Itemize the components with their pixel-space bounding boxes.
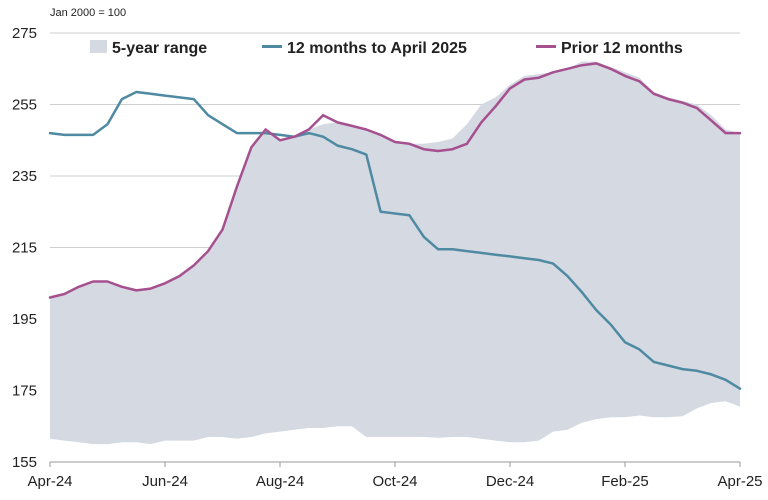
x-tick-label: Apr-25	[717, 473, 762, 490]
legend-label-range: 5-year range	[112, 40, 207, 57]
x-tick-label: Oct-24	[372, 473, 417, 490]
series-layer	[48, 62, 742, 390]
legend-label-series-1: 12 months to April 2025	[287, 40, 467, 57]
axes: 275 255 235 215 195 175 155 Apr-24 Jun-24 Aug-24 O…	[12, 25, 763, 490]
y-tick-label: 235	[12, 168, 37, 185]
legend-swatch-range	[90, 40, 107, 53]
y-tick-label: 215	[12, 240, 37, 257]
x-tick-label: Apr-24	[27, 473, 72, 490]
y-tick-label: 175	[12, 383, 37, 400]
units-note: Jan 2000 = 100	[50, 7, 126, 19]
legend: 5-year range 12 months to April 2025 Pri…	[90, 40, 683, 57]
y-tick-label: 275	[12, 25, 37, 42]
x-tick-label: Dec-24	[486, 473, 534, 490]
x-tick-label: Aug-24	[256, 473, 304, 490]
y-tick-label: 155	[12, 454, 37, 471]
x-tick-label: Jun-24	[142, 473, 188, 490]
series-prior-12-months	[48, 62, 742, 299]
y-tick-label: 255	[12, 97, 37, 114]
x-tick-label: Feb-25	[601, 473, 649, 490]
series-12-months-to-april-2025	[48, 90, 742, 390]
range-area-layer	[50, 61, 740, 445]
y-tick-label: 195	[12, 311, 37, 328]
five-year-range-area	[50, 61, 740, 445]
legend-label-series-2: Prior 12 months	[561, 40, 683, 57]
